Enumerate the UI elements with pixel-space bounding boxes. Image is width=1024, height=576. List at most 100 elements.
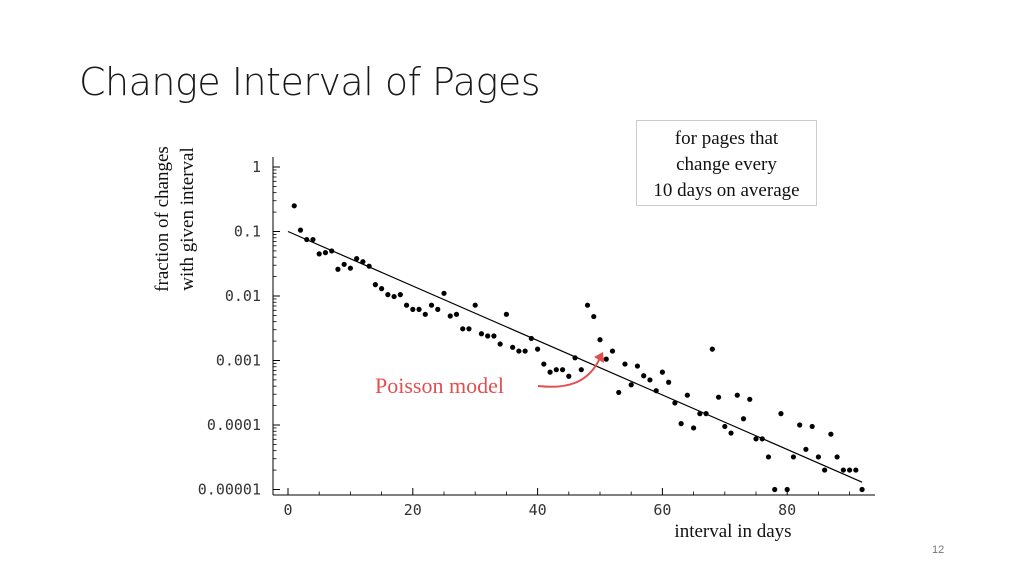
data-point bbox=[790, 454, 797, 460]
data-point bbox=[559, 367, 566, 373]
data-point bbox=[335, 266, 341, 272]
data-point bbox=[828, 431, 834, 437]
data-point bbox=[672, 400, 678, 406]
data-point bbox=[291, 203, 297, 209]
data-point bbox=[316, 251, 322, 257]
data-point bbox=[634, 363, 641, 369]
data-point bbox=[460, 326, 466, 332]
data-point bbox=[734, 392, 740, 398]
data-point bbox=[597, 337, 603, 343]
data-point bbox=[784, 486, 790, 493]
data-point bbox=[628, 382, 634, 388]
data-point bbox=[847, 467, 853, 473]
data-point bbox=[522, 348, 528, 354]
data-point bbox=[778, 411, 784, 417]
poisson-model-annotation: Poisson model bbox=[375, 373, 504, 398]
data-point bbox=[416, 306, 422, 312]
data-point bbox=[391, 293, 397, 300]
data-point bbox=[485, 333, 491, 339]
data-point bbox=[740, 416, 747, 422]
data-point bbox=[815, 454, 822, 460]
annotation-arrow bbox=[537, 357, 601, 388]
data-point bbox=[772, 486, 778, 493]
data-point bbox=[510, 344, 516, 350]
x-tick-label: 80 bbox=[778, 501, 796, 519]
legend-note-line-3: 10 days on average bbox=[653, 180, 800, 201]
data-point bbox=[528, 335, 534, 342]
data-point bbox=[503, 311, 509, 317]
data-point bbox=[572, 355, 578, 361]
y-tick-label: 0.1 bbox=[234, 223, 261, 241]
data-point bbox=[304, 236, 310, 243]
data-point bbox=[491, 333, 497, 339]
data-point bbox=[797, 422, 803, 428]
data-point bbox=[478, 331, 485, 337]
data-point bbox=[310, 236, 316, 243]
data-point bbox=[410, 306, 416, 312]
data-point bbox=[472, 302, 478, 308]
data-point bbox=[859, 486, 865, 493]
data-point bbox=[428, 302, 435, 308]
data-point bbox=[497, 341, 503, 347]
data-point bbox=[765, 454, 772, 460]
data-point bbox=[684, 392, 690, 398]
data-point bbox=[566, 373, 572, 379]
data-point bbox=[466, 326, 472, 332]
legend-note-box: for pages that change every 10 days on a… bbox=[636, 120, 817, 206]
data-point bbox=[516, 348, 522, 354]
data-point bbox=[609, 348, 616, 354]
data-point bbox=[803, 446, 809, 452]
slide-title: Change Interval of Pages bbox=[79, 60, 541, 104]
data-point bbox=[622, 361, 628, 367]
data-point bbox=[341, 261, 347, 267]
data-point bbox=[747, 396, 753, 402]
data-point bbox=[547, 369, 553, 375]
data-point bbox=[853, 467, 859, 473]
data-point bbox=[322, 250, 329, 256]
data-point bbox=[578, 367, 584, 373]
x-tick-label: 60 bbox=[653, 501, 671, 519]
data-point bbox=[834, 454, 840, 460]
data-point bbox=[329, 248, 335, 254]
data-point bbox=[385, 292, 391, 298]
y-tick-label: 0.00001 bbox=[198, 481, 261, 499]
data-point bbox=[584, 302, 591, 308]
data-point bbox=[691, 425, 697, 431]
data-point bbox=[535, 346, 541, 352]
data-point bbox=[447, 313, 453, 319]
data-point bbox=[379, 286, 385, 292]
data-point bbox=[372, 282, 378, 288]
data-point bbox=[822, 467, 828, 473]
legend-note-line-1: for pages that bbox=[674, 128, 779, 149]
data-point bbox=[403, 302, 410, 308]
y-tick-label: 1 bbox=[252, 158, 261, 176]
legend-note-line-2: change every bbox=[676, 154, 777, 175]
data-point bbox=[360, 259, 366, 265]
data-point bbox=[728, 430, 734, 436]
data-point bbox=[354, 256, 360, 262]
data-point bbox=[616, 389, 622, 396]
data-point bbox=[666, 379, 672, 385]
data-point bbox=[659, 369, 666, 375]
data-point bbox=[722, 423, 728, 430]
x-axis-label: interval in days bbox=[674, 521, 792, 542]
data-point bbox=[347, 265, 353, 271]
annotation-arrowhead bbox=[594, 352, 604, 363]
data-point bbox=[715, 394, 722, 400]
y-tick-label: 0.01 bbox=[225, 287, 261, 305]
data-point bbox=[697, 411, 703, 417]
data-point bbox=[435, 306, 441, 312]
data-point bbox=[703, 411, 709, 417]
data-point bbox=[441, 290, 447, 296]
data-point bbox=[759, 436, 765, 442]
data-point bbox=[753, 436, 759, 442]
data-point bbox=[678, 421, 684, 427]
data-point bbox=[453, 311, 460, 317]
data-point bbox=[647, 377, 653, 383]
data-point bbox=[297, 227, 304, 233]
data-point bbox=[709, 346, 715, 352]
data-point bbox=[422, 311, 428, 317]
data-point bbox=[641, 373, 647, 379]
x-tick-label: 40 bbox=[529, 501, 547, 519]
